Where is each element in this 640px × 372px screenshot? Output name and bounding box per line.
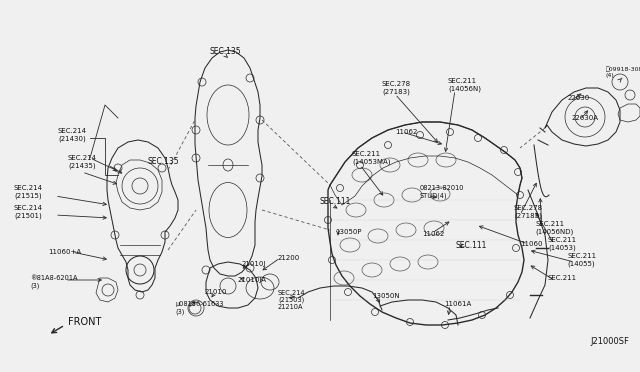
- Text: 11062: 11062: [395, 129, 417, 135]
- Text: 21010: 21010: [205, 289, 227, 295]
- Text: SEC.135: SEC.135: [148, 157, 180, 167]
- Text: 11060+A: 11060+A: [48, 249, 81, 255]
- Text: ®81A8-6201A
(3): ®81A8-6201A (3): [30, 275, 77, 289]
- Text: 21010J: 21010J: [242, 261, 266, 267]
- Text: SEC.278
(27183): SEC.278 (27183): [514, 205, 543, 219]
- Text: SEC.135: SEC.135: [210, 48, 242, 57]
- Text: SEC.211: SEC.211: [548, 275, 577, 281]
- Text: 22630A: 22630A: [572, 115, 599, 121]
- Text: 21010JA: 21010JA: [238, 277, 267, 283]
- Text: SEC.111: SEC.111: [320, 198, 351, 206]
- Text: SEC.211
(14053MA): SEC.211 (14053MA): [352, 151, 390, 165]
- Text: FRONT: FRONT: [68, 317, 101, 327]
- Text: 13050P: 13050P: [335, 229, 362, 235]
- Text: 11060: 11060: [520, 241, 543, 247]
- Text: SEC.214
(21430): SEC.214 (21430): [58, 128, 87, 142]
- Text: 11061A: 11061A: [444, 301, 471, 307]
- Text: SEC.214
(21515): SEC.214 (21515): [14, 185, 43, 199]
- Text: µ08156-61633
(3): µ08156-61633 (3): [175, 301, 223, 315]
- Text: SEC.211
(14056ND): SEC.211 (14056ND): [535, 221, 573, 235]
- Text: SEC.214
(21435): SEC.214 (21435): [68, 155, 97, 169]
- Text: 11062: 11062: [422, 231, 444, 237]
- Text: SEC.278
(27183): SEC.278 (27183): [382, 81, 411, 95]
- Text: 21200: 21200: [278, 255, 300, 261]
- Text: SEC.211
(14055): SEC.211 (14055): [567, 253, 596, 267]
- Text: Ⓝ09918-3081A
(4): Ⓝ09918-3081A (4): [606, 66, 640, 78]
- Text: J21000SF: J21000SF: [590, 337, 629, 346]
- Text: SEC.111: SEC.111: [455, 241, 486, 250]
- Text: SEC.214
(21503)
21210A: SEC.214 (21503) 21210A: [278, 290, 306, 310]
- Text: 13050N: 13050N: [372, 293, 399, 299]
- Text: SEC.211
(14053): SEC.211 (14053): [548, 237, 577, 251]
- Text: SEC.211
(14056N): SEC.211 (14056N): [448, 78, 481, 92]
- Text: SEC.214
(21501): SEC.214 (21501): [14, 205, 43, 219]
- Text: 08213-82010
STUD(4): 08213-82010 STUD(4): [420, 185, 465, 199]
- Text: 22630: 22630: [568, 95, 590, 101]
